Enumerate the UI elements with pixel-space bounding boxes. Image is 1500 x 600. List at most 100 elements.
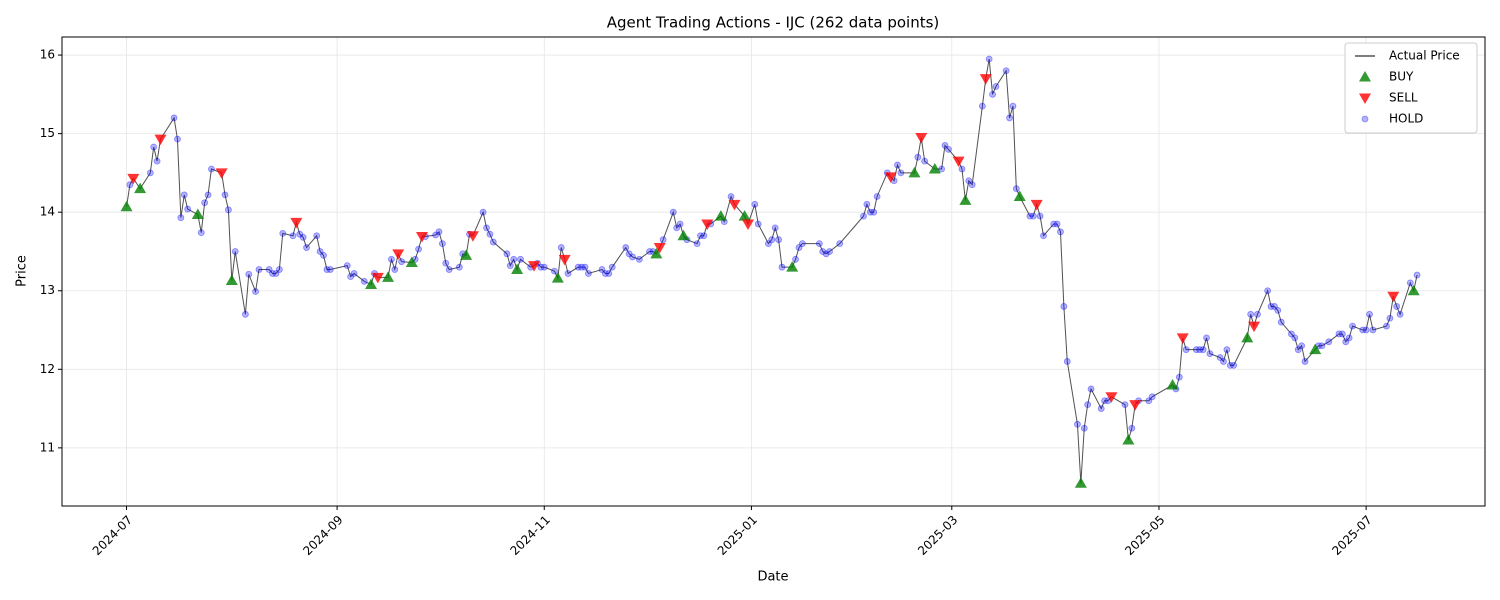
hold-marker [1267,303,1275,310]
sell-marker [1105,392,1118,403]
hold-marker [965,177,973,185]
hold-marker [316,248,324,255]
hold-marker [299,233,307,241]
hold-marker [581,263,589,271]
hold-marker [180,191,188,199]
hold-marker [442,259,450,267]
plot-area [120,55,1421,488]
hold-marker [775,236,782,244]
sell-marker [415,232,428,243]
hold-marker [551,267,558,275]
hold-marker [622,244,630,251]
hold-marker [231,248,239,255]
hold-marker [1338,330,1346,338]
hold-marker [608,263,616,271]
hold-marker [1009,102,1017,110]
buy-marker [677,229,690,241]
buy-marker [738,210,751,221]
hold-marker [557,244,565,251]
hold-marker [778,263,786,271]
buy-marker [1241,331,1254,343]
hold-marker [625,250,633,258]
hold-marker [510,255,518,263]
y-tick-label: 12 [40,362,55,376]
legend-label: SELL [1389,91,1418,105]
buy-marker [382,271,395,282]
sell-marker [979,74,992,85]
hold-marker [1361,115,1369,123]
hold-marker [1223,346,1231,354]
sell-marker [742,219,755,230]
hold-marker [150,143,158,151]
buy-marker [650,247,663,259]
sell-marker [392,249,405,260]
hold-marker [275,266,283,273]
sell-marker [884,172,897,183]
hold-marker [1050,220,1058,228]
hold-marker [968,181,976,189]
hold-marker [177,214,185,222]
hold-marker [1087,385,1095,393]
sell-marker [1129,400,1142,411]
hold-marker [269,270,276,277]
hold-marker [326,266,334,273]
y-tick-label: 13 [40,283,55,297]
hold-marker [1026,212,1034,220]
hold-marker [1254,310,1261,318]
sell-marker [701,219,714,230]
hold-marker [945,145,952,153]
hold-marker [989,90,996,98]
hold-marker [170,114,178,122]
hold-marker [598,266,606,273]
sell-marker [466,231,479,242]
hold-marker [1247,310,1255,318]
hold-marker [540,263,548,271]
buy-marker [1122,434,1135,445]
buy-marker [1407,284,1420,296]
hold-marker [432,231,439,239]
hold-marker [1216,354,1224,361]
hold-marker [629,253,636,261]
hold-marker [585,270,592,277]
sell-marker [653,243,666,254]
hold-marker [1288,330,1295,338]
hold-marker [1220,358,1227,365]
hold-marker [1074,420,1081,428]
hold-marker [303,244,310,251]
hold-marker [921,157,929,165]
hold-marker [941,142,949,149]
hold-marker [1386,314,1394,322]
hold-marker [1196,346,1204,354]
hold-marker [1369,326,1377,334]
hold-marker [1335,330,1343,338]
chart-title: Agent Trading Actions - IJC (262 data po… [607,14,940,32]
hold-marker [221,191,229,199]
sell-marker [728,199,741,211]
hold-marker [265,266,273,273]
hold-marker [1413,271,1421,279]
sell-marker [1248,321,1261,333]
hold-marker [323,266,331,273]
hold-marker [1036,212,1044,220]
hold-marker [1301,358,1309,365]
hold-marker [1053,220,1061,228]
buy-marker [1309,343,1322,355]
hold-marker [700,232,708,240]
hold-marker [646,248,653,255]
hold-marker [241,310,249,318]
sell-marker [1387,291,1400,303]
hold-marker [1128,424,1136,432]
buy-marker [1359,71,1371,82]
hold-marker [506,262,514,270]
hold-marker [836,240,844,248]
hold-marker [958,165,966,173]
buy-marker [786,261,799,272]
hold-marker [197,229,205,237]
hold-marker [1362,326,1370,334]
hold-marker [1145,397,1153,405]
hold-marker [792,255,799,263]
hold-marker [601,270,609,277]
hold-marker [313,232,321,240]
hold-marker [489,238,497,246]
